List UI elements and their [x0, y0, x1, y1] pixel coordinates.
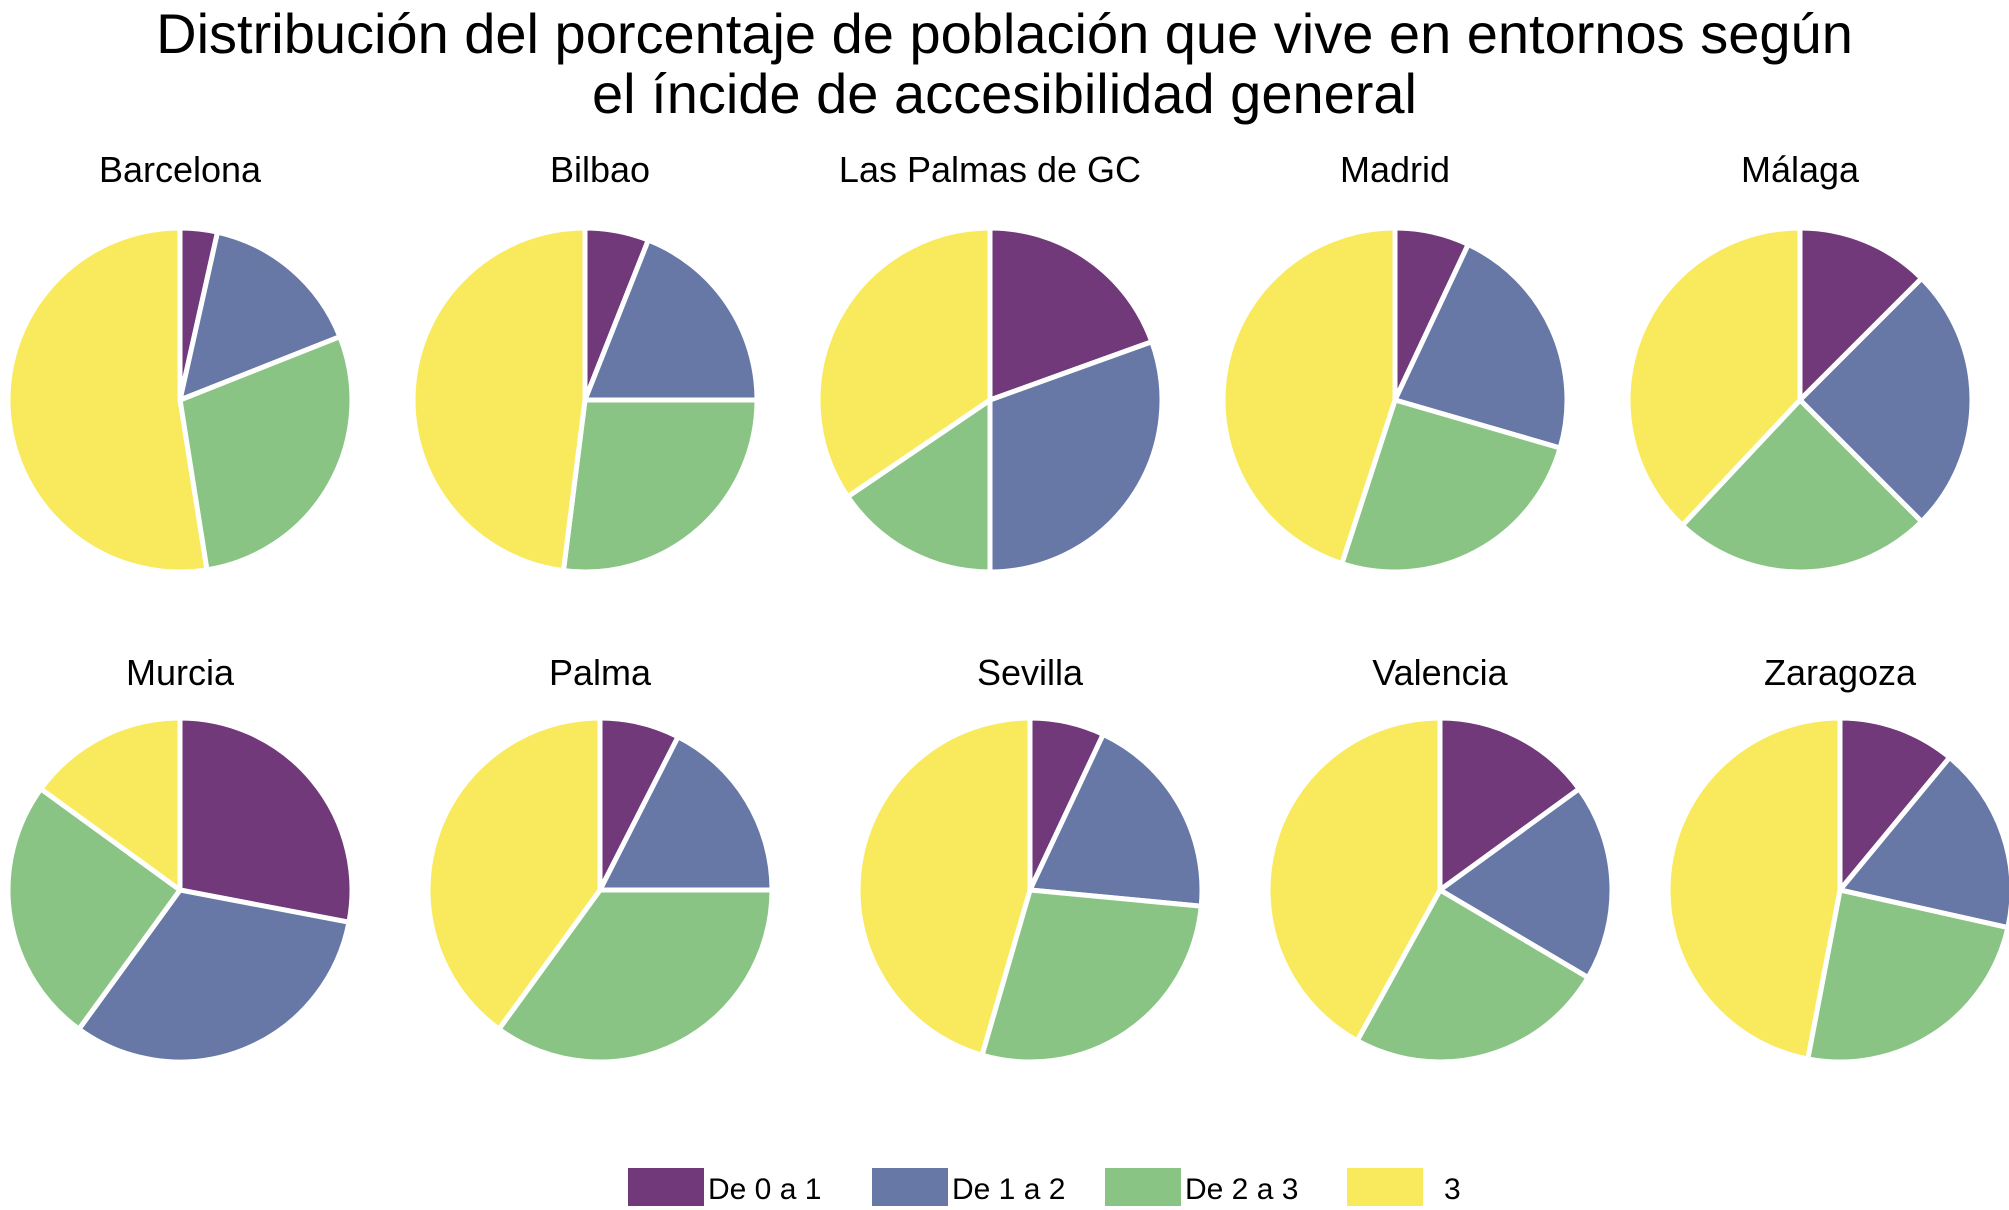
pie-slice-palma-3	[425, 715, 603, 1032]
pie-slice-valencia-3	[1265, 715, 1443, 1044]
pie-title-murcia: Murcia	[126, 652, 235, 693]
pie-slice-barcelona-3	[5, 225, 210, 575]
pie-title-barcelona: Barcelona	[99, 149, 262, 190]
pie-slice-malaga-3	[1625, 225, 1803, 528]
pie-slice-zaragoza-de-0-a-1	[1837, 715, 1953, 893]
pie-slice-palma-de-1-a-2	[597, 734, 775, 893]
pie-slice-sevilla-de-1-a-2	[1027, 731, 1205, 909]
pie-slice-malaga-de-2-a-3	[1679, 397, 1925, 575]
pie-slice-murcia-3	[38, 715, 183, 893]
pie-sevilla: Sevilla	[855, 652, 1205, 1065]
pie-murcia: Murcia	[5, 652, 355, 1065]
pie-slice-murcia-de-1-a-2	[76, 887, 352, 1065]
pie-madrid: Madrid	[1220, 149, 1570, 575]
pie-slice-las-palmas-de-gc-de-0-a-1	[987, 225, 1155, 403]
pie-title-madrid: Madrid	[1340, 149, 1450, 190]
pie-slice-malaga-de-1-a-2	[1797, 275, 1975, 525]
pie-slice-valencia-de-0-a-1	[1437, 715, 1582, 893]
pie-slice-zaragoza-de-1-a-2	[1837, 754, 2009, 931]
pie-palma: Palma	[425, 652, 775, 1065]
legend-label-de-0-a-1: De 0 a 1	[708, 1173, 821, 1206]
pie-slice-madrid-de-2-a-3	[1339, 397, 1563, 575]
pie-title-las-palmas-de-gc: Las Palmas de GC	[839, 149, 1141, 190]
pie-slice-barcelona-de-1-a-2	[177, 229, 343, 403]
pie-las-palmas-de-gc: Las Palmas de GC	[815, 149, 1165, 575]
pie-slice-las-palmas-de-gc-de-1-a-2	[987, 339, 1165, 575]
legend: De 0 a 1 De 1 a 2 De 2 a 3 3	[628, 1168, 1461, 1206]
pie-slice-palma-de-2-a-3	[496, 887, 775, 1065]
pie-slice-murcia-de-0-a-1	[177, 715, 355, 925]
legend-swatch-de-2-a-3	[1105, 1168, 1181, 1206]
pie-title-bilbao: Bilbao	[550, 149, 650, 190]
pie-slice-bilbao-de-1-a-2	[582, 237, 760, 403]
pie-zaragoza: Zaragoza	[1665, 652, 2009, 1065]
pie-slice-zaragoza-de-2-a-3	[1805, 887, 2009, 1065]
pie-slice-las-palmas-de-gc-3	[815, 225, 993, 500]
pie-slice-zaragoza-3	[1665, 715, 1843, 1062]
pie-title-malaga: Málaga	[1741, 149, 1860, 190]
pie-slice-barcelona-de-2-a-3	[177, 334, 355, 573]
legend-swatch-de-1-a-2	[872, 1168, 948, 1206]
legend-swatch-de-0-a-1	[628, 1168, 704, 1206]
pie-title-valencia: Valencia	[1372, 652, 1508, 693]
legend-label-de-1-a-2: De 1 a 2	[952, 1173, 1065, 1206]
pie-slice-bilbao-de-2-a-3	[560, 397, 760, 575]
pie-title-palma: Palma	[549, 652, 652, 693]
pie-valencia: Valencia	[1265, 652, 1615, 1065]
pie-slice-bilbao-3	[410, 225, 588, 574]
pie-bilbao: Bilbao	[410, 149, 760, 575]
pie-slice-madrid-3	[1220, 225, 1398, 567]
pie-slice-sevilla-de-2-a-3	[979, 887, 1204, 1065]
legend-label-3: 3	[1444, 1173, 1461, 1206]
pie-title-zaragoza: Zaragoza	[1764, 652, 1917, 693]
pie-slice-sevilla-3	[855, 715, 1033, 1058]
pie-title-sevilla: Sevilla	[977, 652, 1084, 693]
pie-slice-malaga-de-0-a-1	[1797, 225, 1925, 403]
chart-title-line-2: el íncide de accesibilidad general	[592, 62, 1417, 125]
legend-swatch-3	[1347, 1168, 1423, 1206]
pie-slice-valencia-de-2-a-3	[1354, 887, 1591, 1065]
legend-label-de-2-a-3: De 2 a 3	[1185, 1173, 1298, 1206]
pie-barcelona: Barcelona	[5, 149, 355, 575]
pie-slice-valencia-de-1-a-2	[1437, 786, 1615, 981]
pie-slice-las-palmas-de-gc-de-2-a-3	[845, 397, 993, 575]
chart-title-line-1: Distribución del porcentaje de población…	[156, 2, 1853, 65]
pie-malaga: Málaga	[1625, 149, 1975, 575]
pie-slice-madrid-de-1-a-2	[1392, 241, 1570, 451]
pie-slice-murcia-de-2-a-3	[5, 786, 183, 1032]
